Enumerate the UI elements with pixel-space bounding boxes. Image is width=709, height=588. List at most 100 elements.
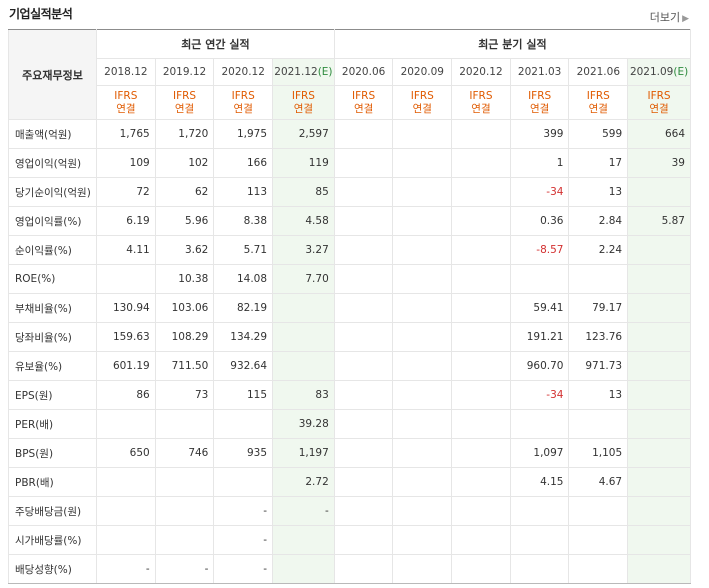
table-cell (333, 467, 394, 497)
table-cell (333, 322, 394, 352)
table-cell: 166 (213, 148, 274, 178)
table-cell (392, 148, 453, 178)
accounting-standard: IFRS 연결 (627, 85, 691, 120)
table-cell: - (154, 554, 215, 584)
table-cell: 4.58 (272, 206, 335, 236)
table-cell: 59.41 (509, 293, 570, 323)
table-cell (451, 467, 511, 497)
table-row: 시가배당률(%) - (7, 525, 691, 555)
table-cell (392, 351, 453, 381)
table-cell (451, 119, 511, 149)
row-label: 영업이익(억원) (7, 148, 98, 178)
table-cell (451, 380, 511, 410)
table-cell (392, 293, 453, 323)
table-cell (272, 351, 335, 381)
table-cell: 4.11 (96, 235, 156, 265)
table-cell (392, 119, 453, 149)
table-cell: -34 (509, 177, 570, 207)
consolidated-label: 연결 (174, 102, 195, 115)
more-link[interactable]: 더보기 ▶ (650, 9, 689, 25)
table-cell: 82.19 (213, 293, 274, 323)
period-label: 2018.12 (104, 66, 148, 78)
table-cell (272, 293, 335, 323)
table-cell (509, 525, 570, 555)
table-row: 순이익률(%) 4.11 3.62 5.71 3.27 -8.57 2.24 (7, 235, 691, 265)
table-cell: 2,597 (272, 119, 335, 149)
table-row: PER(배) 39.28 (7, 409, 691, 439)
table-cell (272, 525, 335, 555)
table-cell (451, 438, 511, 468)
row-label: BPS(원) (7, 438, 98, 468)
table-cell: 113 (213, 177, 274, 207)
table-cell (627, 351, 691, 381)
period-label: 2021.09 (629, 66, 674, 78)
table-cell: 8.38 (213, 206, 274, 236)
table-cell (451, 235, 511, 265)
table-cell (333, 177, 394, 207)
table-cell: - (213, 554, 274, 584)
period-label: 2021.03 (517, 66, 562, 78)
table-cell: 13 (568, 380, 629, 410)
table-cell (451, 177, 511, 207)
table-cell: 3.27 (272, 235, 335, 265)
accounting-standard: IFRS 연결 (96, 85, 156, 120)
row-label: 영업이익률(%) (7, 206, 98, 236)
table-cell: 39.28 (272, 409, 335, 439)
table-cell (451, 148, 511, 178)
ifrs-label: IFRS (291, 89, 315, 102)
table-cell (568, 409, 629, 439)
ifrs-label: IFRS (528, 89, 552, 102)
consolidated-label: 연결 (649, 102, 669, 115)
table-cell: 399 (509, 119, 570, 149)
table-cell (154, 496, 215, 526)
table-cell: 73 (154, 380, 215, 410)
table-cell: 14.08 (213, 264, 274, 294)
table-row: 배당성향(%) - - - (7, 554, 691, 584)
table-cell (333, 206, 394, 236)
accounting-standard: IFRS 연결 (272, 85, 335, 120)
annual-group-header: 최근 연간 실적 (96, 29, 335, 59)
table-cell: 115 (213, 380, 274, 410)
table-row: 당좌비율(%) 159.63 108.29 134.29 191.21 123.76 (7, 322, 691, 352)
table-cell (627, 322, 691, 352)
table-cell (96, 467, 156, 497)
accounting-standard: IFRS 연결 (213, 85, 274, 120)
table-cell (627, 264, 691, 294)
table-cell: 2.84 (568, 206, 629, 236)
table-cell (392, 525, 453, 555)
table-cell (627, 496, 691, 526)
table-row: ROE(%) 10.38 14.08 7.70 (7, 264, 691, 294)
ifrs-label: IFRS (352, 89, 376, 102)
table-cell (96, 264, 156, 294)
table-cell (392, 206, 453, 236)
consolidated-label: 연결 (233, 102, 253, 115)
table-cell (451, 554, 511, 584)
table-cell (627, 380, 691, 410)
row-label: 부채비율(%) (7, 293, 98, 323)
table-cell (333, 554, 394, 584)
table-cell (627, 235, 691, 265)
table-cell (272, 554, 335, 584)
table-row: BPS(원) 650 746 935 1,197 1,097 1,105 (7, 438, 691, 468)
table-cell (451, 264, 511, 294)
table-cell (333, 351, 394, 381)
table-cell: 2.72 (272, 467, 335, 497)
table-cell (154, 525, 215, 555)
period-label: 2021.12 (274, 66, 318, 78)
period-header: 2020.12 (451, 58, 511, 86)
ifrs-label: IFRS (586, 89, 610, 102)
consolidated-label: 연결 (293, 102, 314, 115)
table-cell (392, 322, 453, 352)
table-cell: 39 (627, 148, 691, 178)
table-cell (392, 554, 453, 584)
table-cell (451, 496, 511, 526)
table-cell (333, 264, 394, 294)
table-cell (333, 525, 394, 555)
table-cell: - (213, 496, 274, 526)
period-header: 2020.12 (213, 58, 274, 86)
table-cell (333, 235, 394, 265)
row-label: 유보율(%) (7, 351, 98, 381)
table-row: PBR(배) 2.72 4.15 4.67 (7, 467, 691, 497)
table-row: 부채비율(%) 130.94 103.06 82.19 59.41 79.17 (7, 293, 691, 323)
row-label: EPS(원) (7, 380, 98, 410)
